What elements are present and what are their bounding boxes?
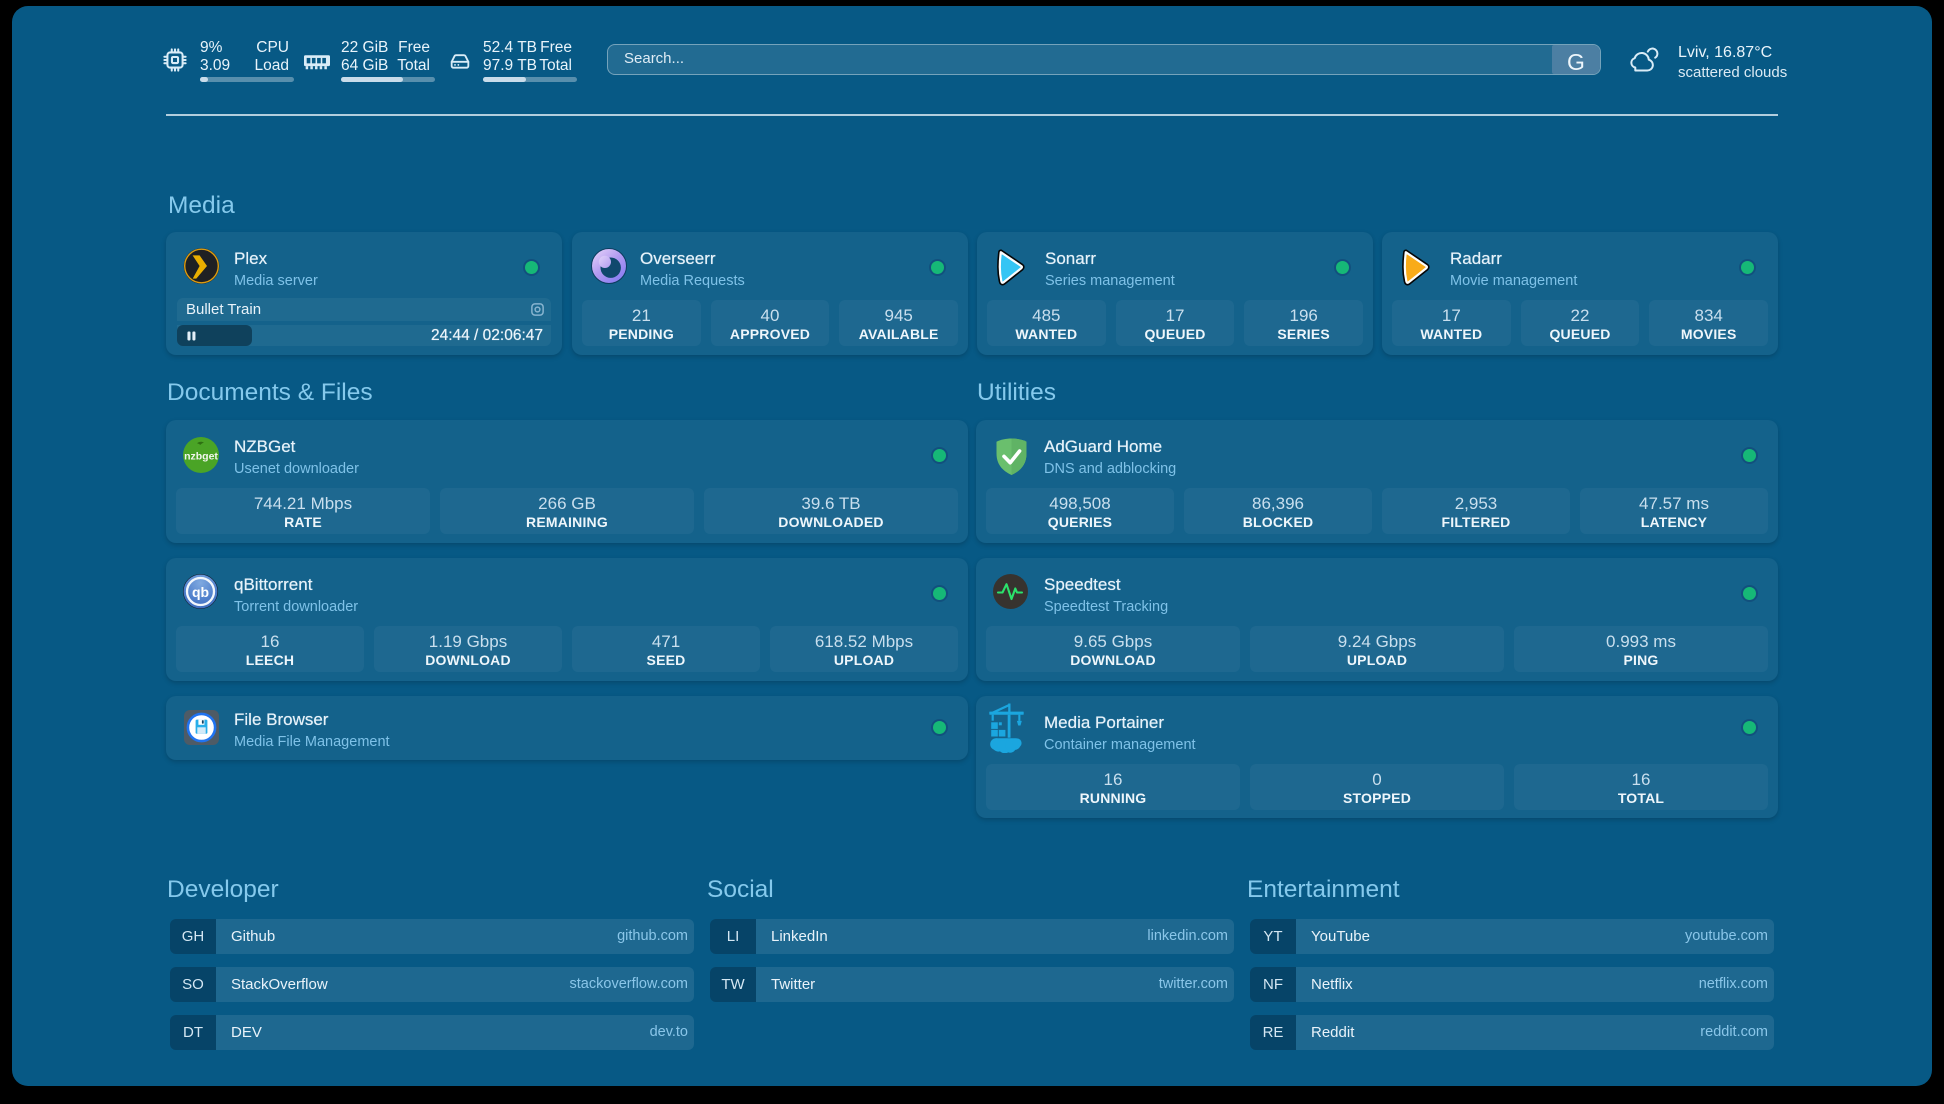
svg-text:nzbget: nzbget bbox=[184, 451, 218, 463]
svg-text:qb: qb bbox=[192, 584, 209, 600]
